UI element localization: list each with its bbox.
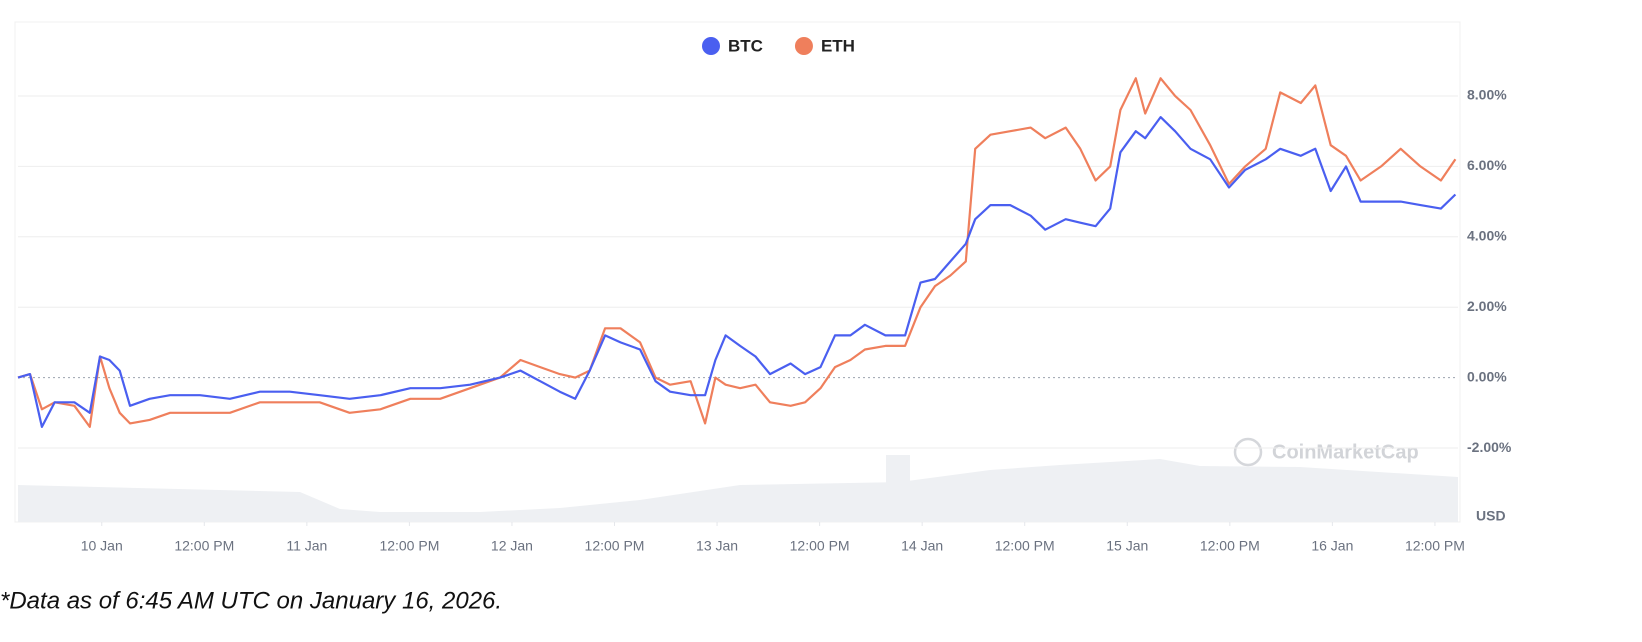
x-tick-label: 10 Jan: [81, 538, 123, 554]
x-tick-label: 12 Jan: [491, 538, 533, 554]
x-tick-label: 11 Jan: [286, 538, 327, 554]
axis-unit: USD: [1476, 508, 1506, 524]
footnote: *Data as of 6:45 AM UTC on January 16, 2…: [0, 587, 502, 614]
legend-marker: [702, 37, 720, 55]
series-line: [17, 77, 1457, 428]
legend-label: BTC: [728, 36, 763, 55]
plot-frame: [14, 21, 1461, 523]
x-tick-label: 12:00 PM: [1405, 538, 1465, 554]
y-tick-label: 6.00%: [1467, 157, 1507, 173]
x-tick-label: 15 Jan: [1106, 538, 1148, 554]
x-tick-label: 12:00 PM: [995, 538, 1055, 554]
legend-marker: [794, 37, 813, 55]
volume-spike: [886, 455, 910, 522]
volume-area: [18, 459, 1458, 522]
x-tick-label: 12:00 PM: [174, 538, 234, 554]
x-tick-label: 12:00 PM: [379, 538, 439, 554]
y-tick-label: -2.00%: [1467, 439, 1512, 455]
x-tick-label: 12:00 PM: [790, 538, 850, 554]
watermark: CoinMarketCap: [1272, 441, 1419, 463]
y-tick-label: 0.00%: [1467, 368, 1507, 384]
legend-label: ETH: [821, 36, 855, 55]
x-tick-label: 16 Jan: [1311, 538, 1353, 554]
y-tick-label: 2.00%: [1467, 298, 1507, 314]
y-tick-label: 4.00%: [1467, 227, 1507, 243]
x-tick-label: 14 Jan: [901, 538, 943, 554]
x-tick-label: 12:00 PM: [585, 538, 645, 554]
y-tick-label: 8.00%: [1467, 87, 1507, 103]
x-tick-label: 12:00 PM: [1200, 538, 1260, 554]
x-tick-label: 13 Jan: [696, 538, 738, 554]
series-line: [17, 116, 1457, 428]
watermark-logo: [1233, 437, 1263, 467]
